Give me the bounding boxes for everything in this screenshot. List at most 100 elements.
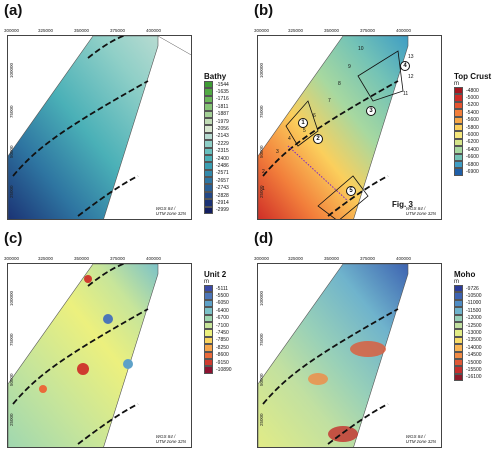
panel-label: (d) [254, 230, 274, 247]
legend-label: -13000 [466, 330, 482, 337]
y-tick: 75000 [259, 105, 264, 118]
legend-label: -11500 [466, 307, 482, 314]
legend-swatch [204, 191, 213, 200]
x-tick: 300000 [4, 28, 20, 33]
legend-swatch [454, 366, 463, 374]
legend-row: -6700 [204, 314, 232, 322]
legend-swatch [454, 351, 463, 359]
x-tick: 400000 [146, 28, 162, 33]
legend-swatch [454, 131, 463, 139]
legend-swatch [204, 206, 213, 215]
legend-swatch [454, 101, 463, 110]
legend-row: -12000 [454, 314, 482, 322]
legend-row: -16100 [454, 373, 482, 382]
area-number: 1 [298, 118, 308, 128]
legend-swatch [204, 184, 213, 192]
legend-row: -12500 [454, 321, 482, 330]
seismic-line-number: 10 [358, 46, 364, 52]
legend-row: -8250 [204, 344, 232, 352]
legend-swatch [204, 307, 213, 315]
legend-swatch [204, 285, 213, 293]
legend-swatch [454, 285, 463, 293]
area-number: 2 [313, 134, 323, 144]
legend-swatch [204, 95, 213, 104]
legend-top-crust: Top Crust m -4800 -5000 -5200 -5400 -5600 -58… [454, 72, 491, 176]
legend-label: -1811 [216, 103, 229, 110]
legend-row: -9726 [454, 285, 482, 293]
legend-row: -1635 [204, 88, 229, 96]
x-tick: 300000 [254, 28, 270, 33]
legend-swatch [454, 373, 463, 382]
legend-swatch [204, 358, 213, 367]
legend-swatch [204, 147, 213, 155]
x-tick: 300000 [254, 256, 270, 261]
panel-label: (b) [254, 2, 274, 19]
y-tick: 25000 [259, 413, 264, 426]
y-tick: 50000 [9, 145, 14, 158]
legend-row: -11000 [454, 299, 482, 308]
legend-label: -5000 [466, 95, 479, 102]
legend-label: -7850 [216, 337, 229, 344]
legend-swatch [204, 329, 213, 337]
legend-swatch [454, 123, 463, 132]
legend-swatch [204, 125, 213, 133]
legend-swatch [454, 344, 463, 352]
legend-rows: -5111 -5500 -6050 -6400 -6700 -7100 -7450 -7850… [204, 285, 232, 374]
legend-label: -7450 [216, 330, 229, 337]
map-frame: WGS 84 / UTM zone 32N 100000 75000 50000 25… [257, 263, 442, 448]
legend-label: -12500 [466, 322, 482, 329]
legend-swatch [204, 321, 213, 330]
top-crust-map [258, 36, 409, 219]
legend-row: -5500 [204, 292, 232, 300]
legend-row: -11500 [454, 307, 482, 315]
legend-row: -2315 [204, 147, 229, 155]
legend-row: -15000 [454, 358, 482, 367]
legend-row: -9150 [204, 358, 232, 367]
legend-label: -6800 [466, 161, 479, 168]
legend-swatch [204, 177, 213, 185]
legend-label: -1887 [216, 111, 229, 118]
legend-label: -5500 [216, 293, 229, 300]
x-tick: 375000 [110, 28, 126, 33]
legend-label: -2914 [216, 199, 229, 206]
legend-swatch [454, 321, 463, 330]
legend-swatch [204, 117, 213, 126]
legend-row: -2743 [204, 184, 229, 192]
map-frame: WGS 84 / UTM zone 32N 100000 75000 50000 25… [7, 263, 192, 448]
legend-title: Top Crust [454, 72, 492, 81]
legend-label: -6600 [466, 154, 479, 161]
legend-row: -10500 [454, 292, 482, 300]
panel-a: (a) 300000 325000 350000 375000 400000 W… [0, 0, 250, 227]
legend-row: -1887 [204, 110, 229, 118]
legend-row: -6900 [454, 168, 491, 176]
legend-label: -2571 [216, 170, 229, 177]
x-tick: 375000 [360, 28, 376, 33]
legend-swatch [454, 292, 463, 300]
area-number: 3 [366, 106, 376, 116]
legend-row: -2056 [204, 125, 229, 133]
legend-swatch [204, 292, 213, 300]
legend-label: -13500 [466, 337, 482, 344]
y-tick: 100000 [259, 290, 264, 306]
legend-swatch [454, 160, 463, 169]
projection-label: WGS 84 / UTM zone 32N [155, 206, 186, 216]
legend-label: -6200 [466, 139, 479, 146]
x-tick: 350000 [324, 28, 340, 33]
legend-title: Unit 2 [204, 270, 227, 279]
legend-label: -15500 [466, 366, 482, 373]
legend-row: -1979 [204, 117, 229, 126]
legend-swatch [454, 87, 463, 95]
legend-row: -6200 [454, 138, 491, 147]
legend-row: -7450 [204, 329, 232, 337]
seismic-line-number: 5 [303, 128, 306, 134]
seismic-line-number: 3 [276, 149, 279, 155]
legend-swatch [454, 358, 463, 367]
legend-row: -14500 [454, 351, 482, 359]
legend-label: -12000 [466, 315, 482, 322]
legend-row: -4800 [454, 87, 491, 95]
legend-swatch [204, 169, 213, 178]
legend-unit: m [454, 81, 459, 87]
legend-label: -6050 [216, 300, 229, 307]
y-tick: 100000 [9, 62, 14, 78]
legend-row: -10890 [204, 366, 232, 374]
